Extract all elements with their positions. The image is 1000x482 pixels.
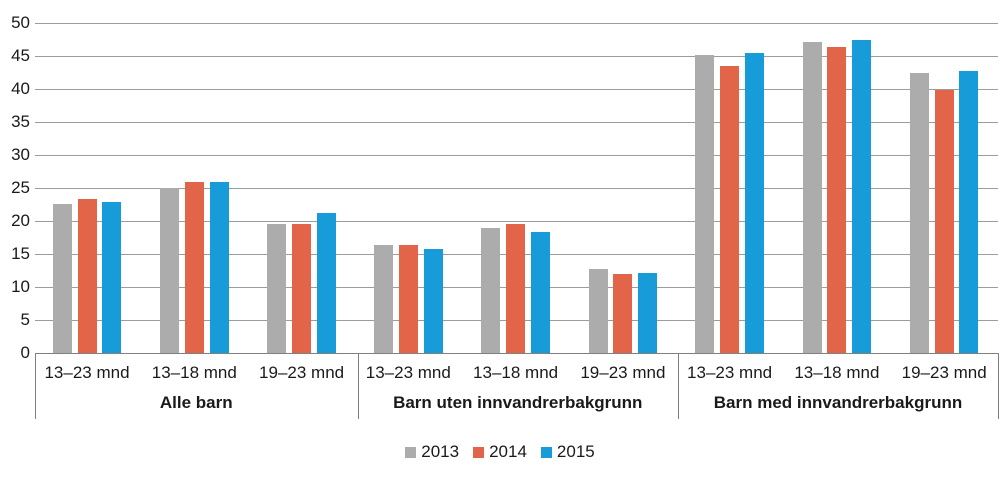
bar-2014-g2-c1 (827, 46, 847, 353)
legend-swatch-icon (405, 446, 417, 458)
bar-2014-g0-c2 (292, 223, 312, 353)
bar-2015-g2-c0 (744, 52, 764, 353)
bar-2015-g1-c1 (530, 232, 550, 353)
y-tick-label-30: 30 (11, 145, 30, 164)
bar-2015-g1-c2 (638, 273, 658, 353)
bar-2013-g1-c2 (588, 269, 608, 353)
legend: 2013 2014 2015 (0, 442, 1000, 462)
category-label-g0-c2: 19–23 mnd (259, 363, 345, 382)
gridline-20 (35, 221, 998, 222)
axis-separator-0 (35, 353, 36, 419)
bar-2013-g2-c2 (910, 72, 929, 353)
bar-2013-g1-c0 (374, 244, 394, 353)
bar-2015-g0-c2 (316, 213, 336, 353)
group-label-2: Barn med innvandrerbakgrunn (713, 393, 963, 412)
gridline-25 (35, 188, 998, 189)
bar-2014-g1-c2 (613, 273, 633, 353)
legend-item-2014: 2014 (473, 442, 527, 462)
x-axis-line (35, 353, 998, 354)
category-label-g0-c0: 13–23 mnd (44, 363, 130, 382)
category-label-g1-c0: 13–23 mnd (365, 363, 451, 382)
axis-separator-3 (998, 353, 999, 419)
gridline-45 (35, 56, 998, 57)
y-tick-label-40: 40 (11, 79, 30, 98)
bar-2015-g0-c1 (209, 182, 229, 353)
axis-separator-1 (357, 353, 359, 419)
bar-2015-g1-c0 (423, 249, 443, 353)
legend-item-2013: 2013 (405, 442, 459, 462)
bar-2014-g1-c1 (506, 223, 526, 353)
category-label-g2-c2: 19–23 mnd (901, 363, 987, 382)
y-tick-label-0: 0 (20, 343, 30, 362)
bar-2014-g1-c0 (398, 244, 418, 353)
category-label-g1-c1: 13–18 mnd (473, 363, 559, 382)
bar-2013-g2-c1 (802, 42, 822, 353)
y-tick-label-45: 45 (11, 46, 30, 65)
category-label-g1-c2: 19–23 mnd (580, 363, 666, 382)
bar-2014-g2-c0 (720, 65, 740, 353)
y-tick-label-25: 25 (11, 178, 30, 197)
bar-2013-g0-c1 (160, 188, 180, 353)
legend-label: 2014 (489, 442, 527, 461)
group-label-1: Barn uten innvandrerbakgrunn (393, 393, 643, 412)
category-label-g2-c0: 13–23 mnd (687, 363, 773, 382)
legend-swatch-icon (540, 446, 552, 458)
y-tick-label-35: 35 (11, 112, 30, 131)
bar-2015-g2-c1 (852, 39, 872, 353)
bar-2015-g2-c2 (959, 70, 979, 353)
legend-item-2015: 2015 (540, 442, 595, 462)
gridline-50 (35, 23, 998, 24)
bar-2014-g0-c0 (77, 199, 97, 353)
category-label-g0-c1: 13–18 mnd (151, 363, 237, 382)
bar-2013-g0-c0 (52, 203, 72, 353)
legend-swatch-icon (473, 446, 485, 458)
y-tick-label-15: 15 (11, 244, 30, 263)
legend-label: 2015 (556, 442, 595, 461)
gridline-30 (35, 155, 998, 156)
bar-2015-g0-c0 (102, 201, 122, 353)
y-tick-label-50: 50 (11, 13, 30, 32)
legend-label: 2013 (421, 442, 460, 461)
bar-2014-g2-c2 (934, 89, 954, 353)
gridline-35 (35, 122, 998, 123)
gridline-40 (35, 89, 998, 90)
category-label-g2-c1: 13–18 mnd (794, 363, 880, 382)
axis-separator-2 (678, 353, 679, 419)
y-tick-label-20: 20 (11, 211, 30, 230)
bar-2013-g1-c1 (481, 228, 501, 353)
y-tick-label-5: 5 (20, 310, 30, 329)
bar-2013-g0-c2 (267, 224, 287, 353)
y-tick-label-10: 10 (11, 277, 30, 296)
bar-2013-g2-c0 (695, 55, 715, 353)
group-label-0: Alle barn (159, 393, 233, 412)
bar-2014-g0-c1 (184, 182, 204, 353)
